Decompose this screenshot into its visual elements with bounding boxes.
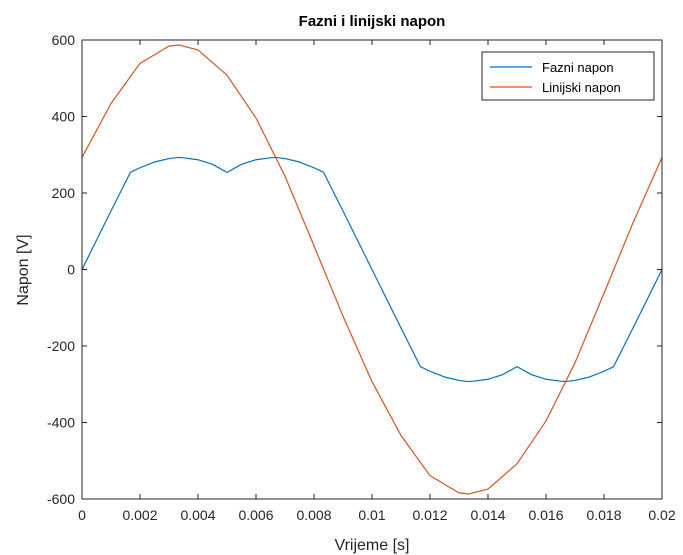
y-tick-label: 400 — [52, 109, 76, 125]
x-tick-label: 0.02 — [648, 507, 675, 523]
ticks-layer: 0 0.002 0.004 0.006 0.008 0.01 0.012 0.014 0.016… — [47, 32, 676, 523]
y-tick-label: 200 — [52, 185, 76, 201]
series-line-linijski-napon — [81, 44, 663, 495]
x-tick-label: 0.006 — [238, 507, 273, 523]
y-tick-label: -200 — [47, 338, 75, 354]
x-tick-label: 0.012 — [412, 507, 447, 523]
x-tick-label: 0.01 — [358, 507, 385, 523]
x-tick-label: 0.016 — [528, 507, 563, 523]
legend-label-fazni-napon: Fazni napon — [542, 60, 614, 75]
legend: Fazni napon Linijski napon — [481, 51, 655, 101]
x-tick-label: 0.004 — [180, 507, 215, 523]
y-tick-label: -400 — [47, 415, 75, 431]
y-tick-label: 0 — [67, 262, 75, 278]
series-line-fazni-napon — [81, 156, 663, 383]
x-tick-label: 0.002 — [122, 507, 157, 523]
y-tick-label: -600 — [47, 491, 75, 507]
x-tick-label: 0.018 — [586, 507, 621, 523]
series-layer — [81, 44, 663, 495]
legend-box — [481, 51, 655, 101]
y-tick-label: 600 — [52, 32, 76, 48]
x-tick-label: 0 — [78, 507, 86, 523]
chart-title: Fazni i linijski napon — [299, 13, 446, 30]
x-tick-label: 0.008 — [296, 507, 331, 523]
x-axis-label: Vrijeme [s] — [335, 537, 410, 554]
legend-label-linijski-napon: Linijski napon — [542, 80, 621, 95]
y-axis-label: Napon [V] — [15, 234, 32, 305]
x-tick-label: 0.014 — [470, 507, 505, 523]
